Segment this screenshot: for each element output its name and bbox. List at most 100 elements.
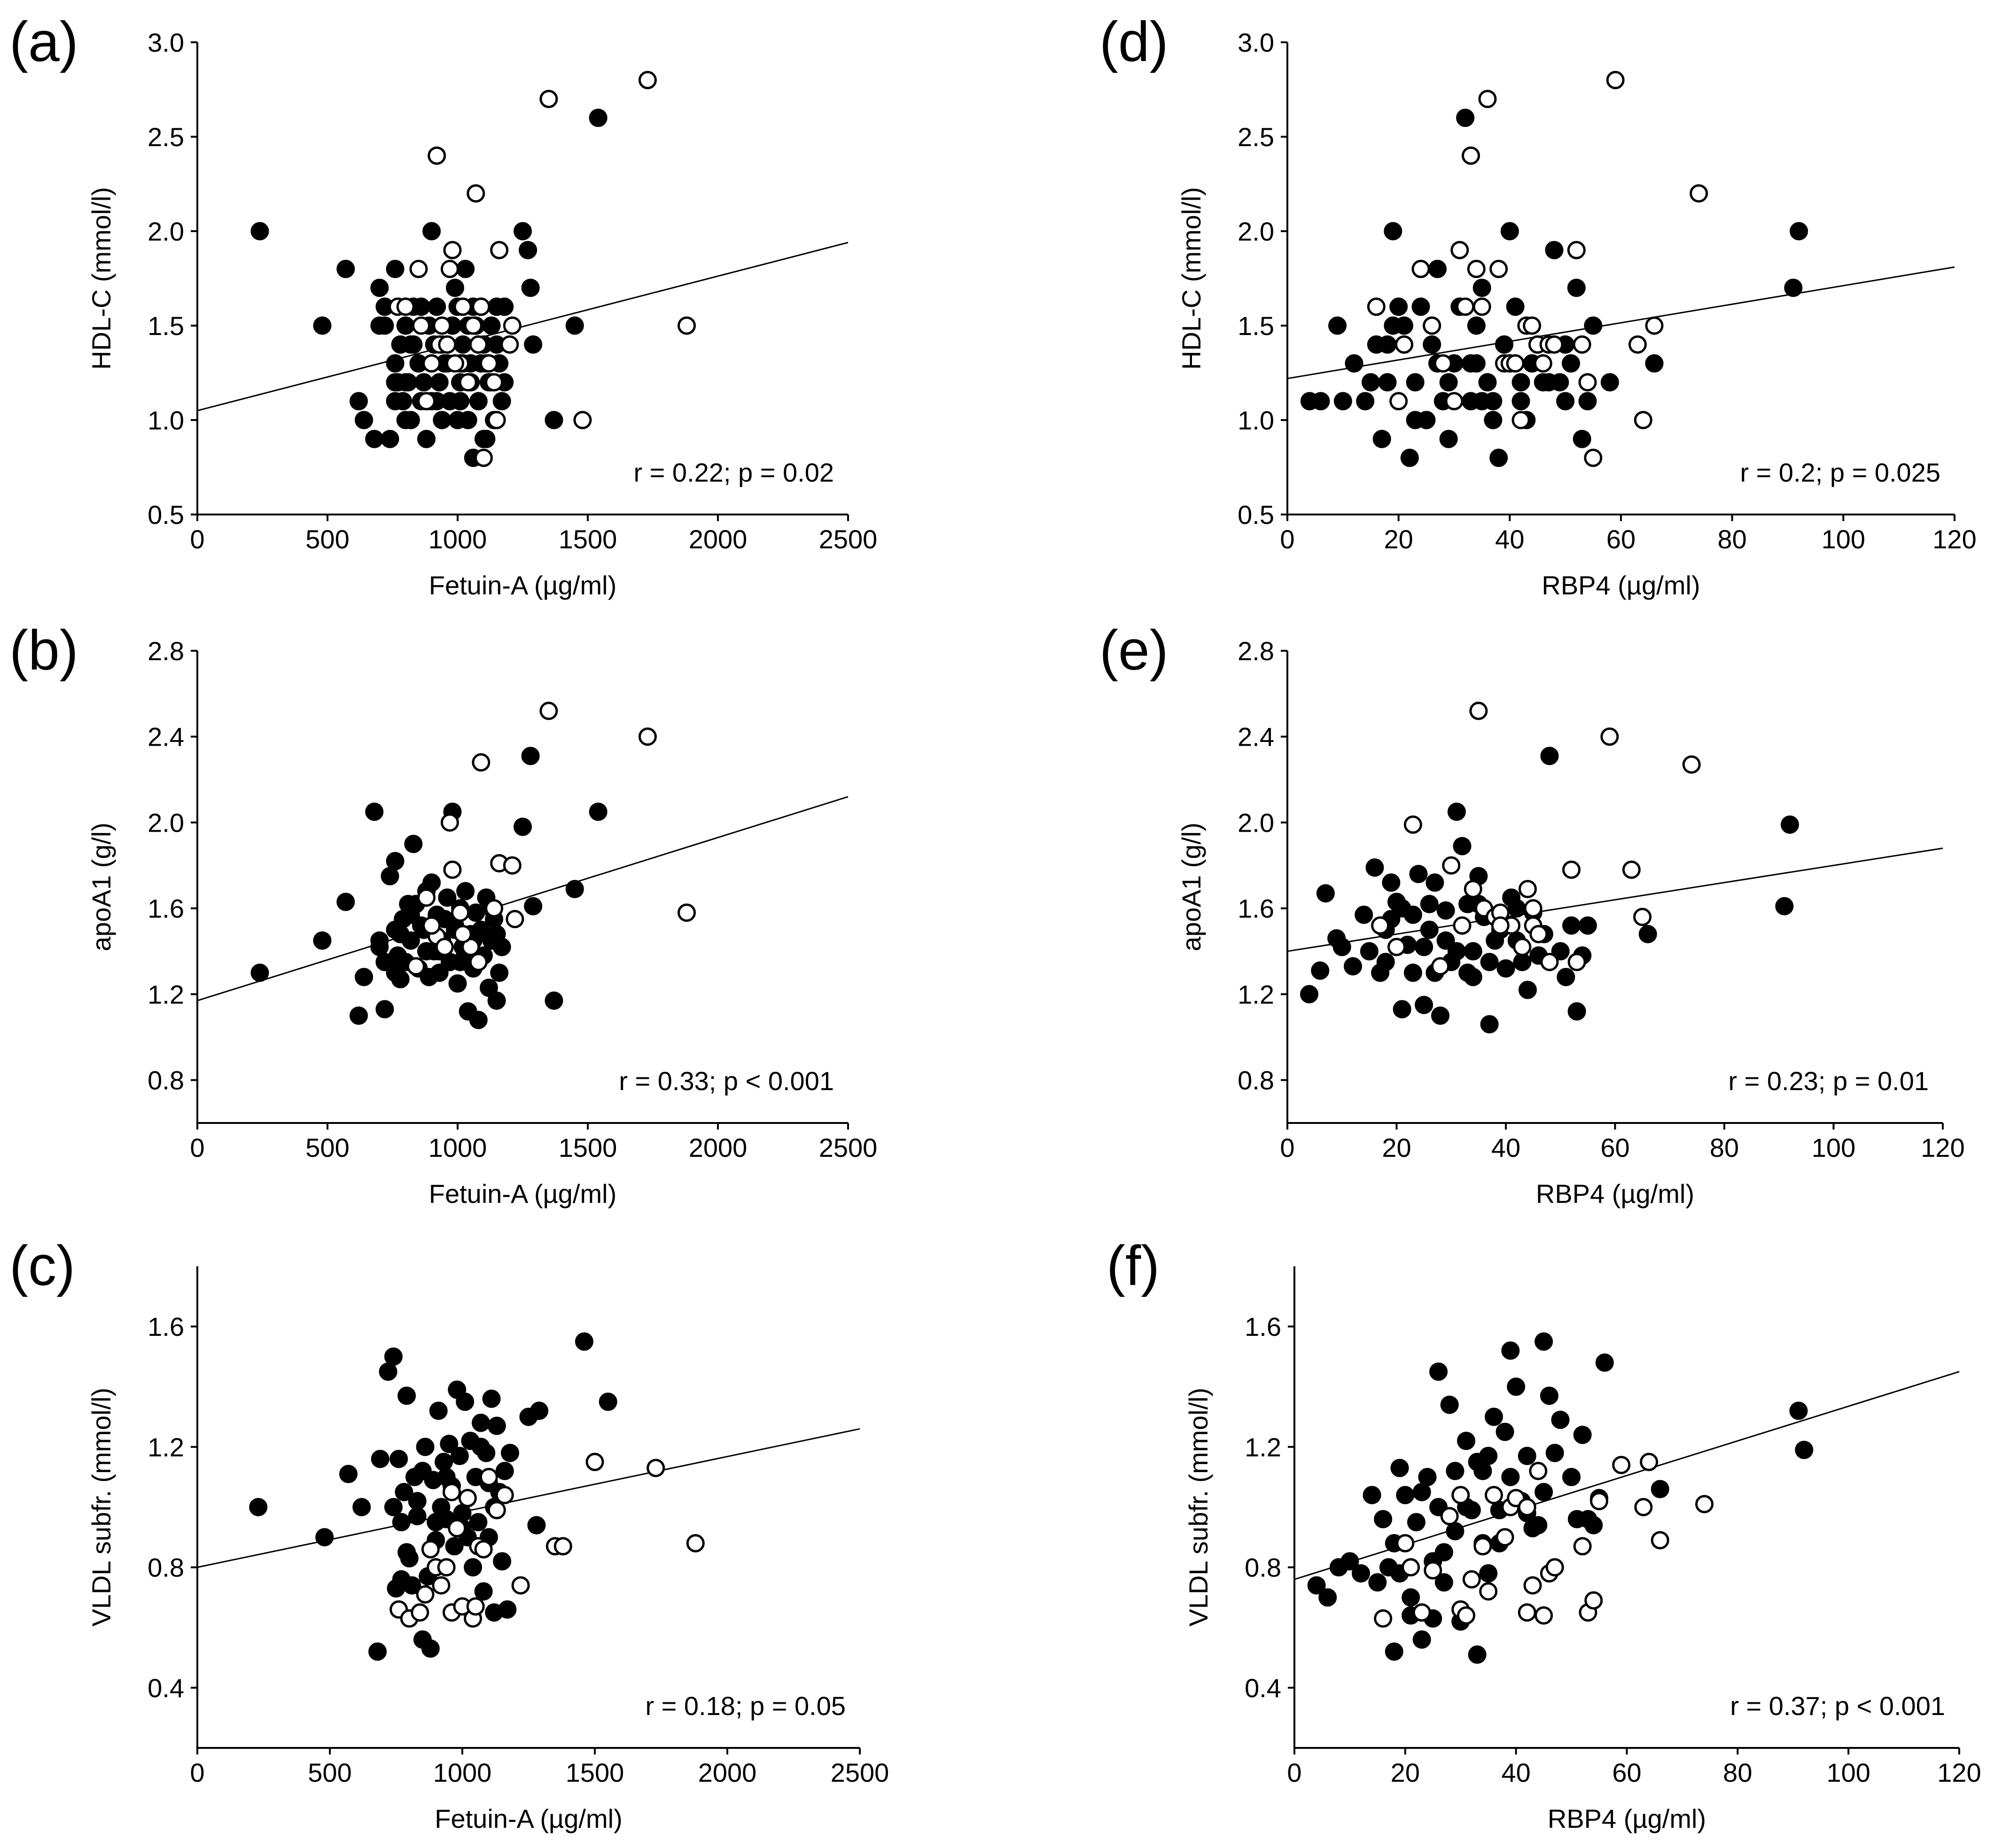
open-data-point (1612, 1456, 1631, 1474)
x-tick-label: 1000 (433, 1758, 492, 1787)
x-tick-label: 2500 (831, 1758, 889, 1787)
filled-data-point (336, 892, 355, 911)
regression-line (197, 242, 849, 412)
filled-data-point (482, 1389, 501, 1408)
filled-data-point (565, 880, 584, 898)
y-tick-label: 1.6 (148, 894, 184, 923)
open-data-point (422, 354, 441, 373)
open-data-point (678, 903, 696, 922)
filled-data-point (1507, 1377, 1526, 1396)
open-data-point (1511, 411, 1530, 429)
open-data-point (1640, 1452, 1659, 1471)
scatter-panel: 0 500 1000 1500 2000 2500 0.8 1.2 1.6 2.0 2.4 2.8 Fe… (9, 619, 877, 1209)
filled-data-point (1395, 316, 1413, 335)
filled-data-point (514, 222, 532, 241)
open-data-point (428, 146, 446, 165)
open-data-point (1513, 937, 1532, 956)
filled-data-point (453, 1504, 472, 1522)
open-data-point (539, 90, 558, 109)
filled-data-point (386, 963, 405, 982)
filled-data-point (1360, 942, 1379, 961)
open-data-point (1387, 937, 1406, 956)
filled-data-point (1434, 1573, 1453, 1592)
open-data-point (1584, 448, 1603, 467)
filled-data-point (1545, 241, 1564, 259)
y-tick-label: 0.4 (148, 1673, 184, 1703)
filled-data-point (482, 316, 501, 335)
filled-data-point (1458, 963, 1477, 982)
x-tick-label: 2000 (689, 1133, 748, 1162)
x-tick-label: 80 (1723, 1758, 1752, 1787)
filled-data-point (1584, 1516, 1603, 1535)
filled-data-point (1502, 888, 1521, 907)
open-data-point (1690, 184, 1708, 203)
x-axis-title: Fetuin-A (µg/ml) (429, 570, 616, 600)
filled-data-point (389, 1450, 408, 1468)
filled-data-point (487, 991, 506, 1010)
open-data-point (503, 856, 522, 875)
x-tick-label: 2000 (698, 1758, 757, 1787)
filled-data-point (1501, 1467, 1520, 1486)
filled-data-point (1363, 1486, 1381, 1505)
filled-data-point (1551, 942, 1570, 961)
y-tick-label: 1.5 (1238, 311, 1274, 341)
x-tick-label: 500 (305, 1133, 349, 1162)
filled-data-point (493, 1552, 512, 1571)
filled-data-point (313, 316, 332, 335)
y-tick-label: 2.5 (1238, 122, 1274, 152)
open-data-point (1462, 146, 1480, 165)
filled-data-point (589, 109, 608, 127)
x-tick-label: 0 (1280, 1133, 1294, 1162)
filled-data-point (1453, 837, 1472, 856)
x-tick-label: 0 (190, 1758, 204, 1787)
open-data-point (443, 241, 462, 259)
open-data-point (1578, 373, 1597, 392)
filled-data-point (1496, 959, 1515, 978)
filled-data-point (1311, 961, 1330, 980)
open-data-point (1634, 1498, 1653, 1516)
filled-data-point (417, 429, 436, 448)
x-tick-label: 1000 (428, 524, 487, 554)
filled-data-point (1417, 411, 1436, 429)
filled-data-point (1333, 392, 1352, 411)
filled-data-point (1467, 316, 1486, 335)
open-data-point (1496, 1528, 1514, 1547)
open-data-point (453, 925, 472, 943)
filled-data-point (249, 1498, 268, 1516)
y-tick-label: 2.0 (148, 217, 184, 246)
open-data-point (1469, 702, 1488, 720)
x-axis-title: Fetuin-A (µg/ml) (435, 1804, 622, 1833)
open-data-point (422, 916, 441, 935)
filled-data-point (421, 1639, 440, 1658)
y-tick-label: 1.5 (148, 311, 184, 341)
filled-data-point (1390, 1458, 1409, 1477)
open-data-point (1440, 1507, 1459, 1526)
filled-data-point (1489, 448, 1508, 467)
open-data-point (1478, 90, 1497, 109)
open-data-point (1529, 1462, 1548, 1481)
filled-data-point (530, 1402, 549, 1420)
filled-data-point (1518, 1447, 1536, 1466)
filled-data-point (1428, 259, 1447, 278)
filled-data-point (384, 1498, 403, 1516)
filled-data-point (430, 373, 449, 392)
filled-data-point (1378, 373, 1397, 392)
filled-data-point (1484, 392, 1503, 411)
x-tick-label: 2000 (689, 524, 748, 554)
open-data-point (411, 1603, 429, 1622)
filled-data-point (490, 963, 509, 982)
filled-data-point (519, 241, 537, 259)
filled-data-point (1784, 279, 1803, 297)
panel-label: (e) (1099, 619, 1168, 682)
panel-label: (f) (1106, 1234, 1160, 1297)
open-data-point (490, 241, 509, 259)
filled-data-point (414, 373, 433, 392)
filled-data-point (336, 259, 355, 278)
scatter-panel: 0 500 1000 1500 2000 2500 0.4 0.8 1.2 1.6 Fetuin-A… (9, 1234, 889, 1833)
filled-data-point (487, 1417, 506, 1435)
open-data-point (1633, 907, 1652, 926)
x-axis-title: RBP4 (µg/ml) (1536, 1179, 1694, 1209)
filled-data-point (1573, 429, 1591, 448)
filled-data-point (1345, 354, 1363, 373)
filled-data-point (1368, 1573, 1387, 1592)
